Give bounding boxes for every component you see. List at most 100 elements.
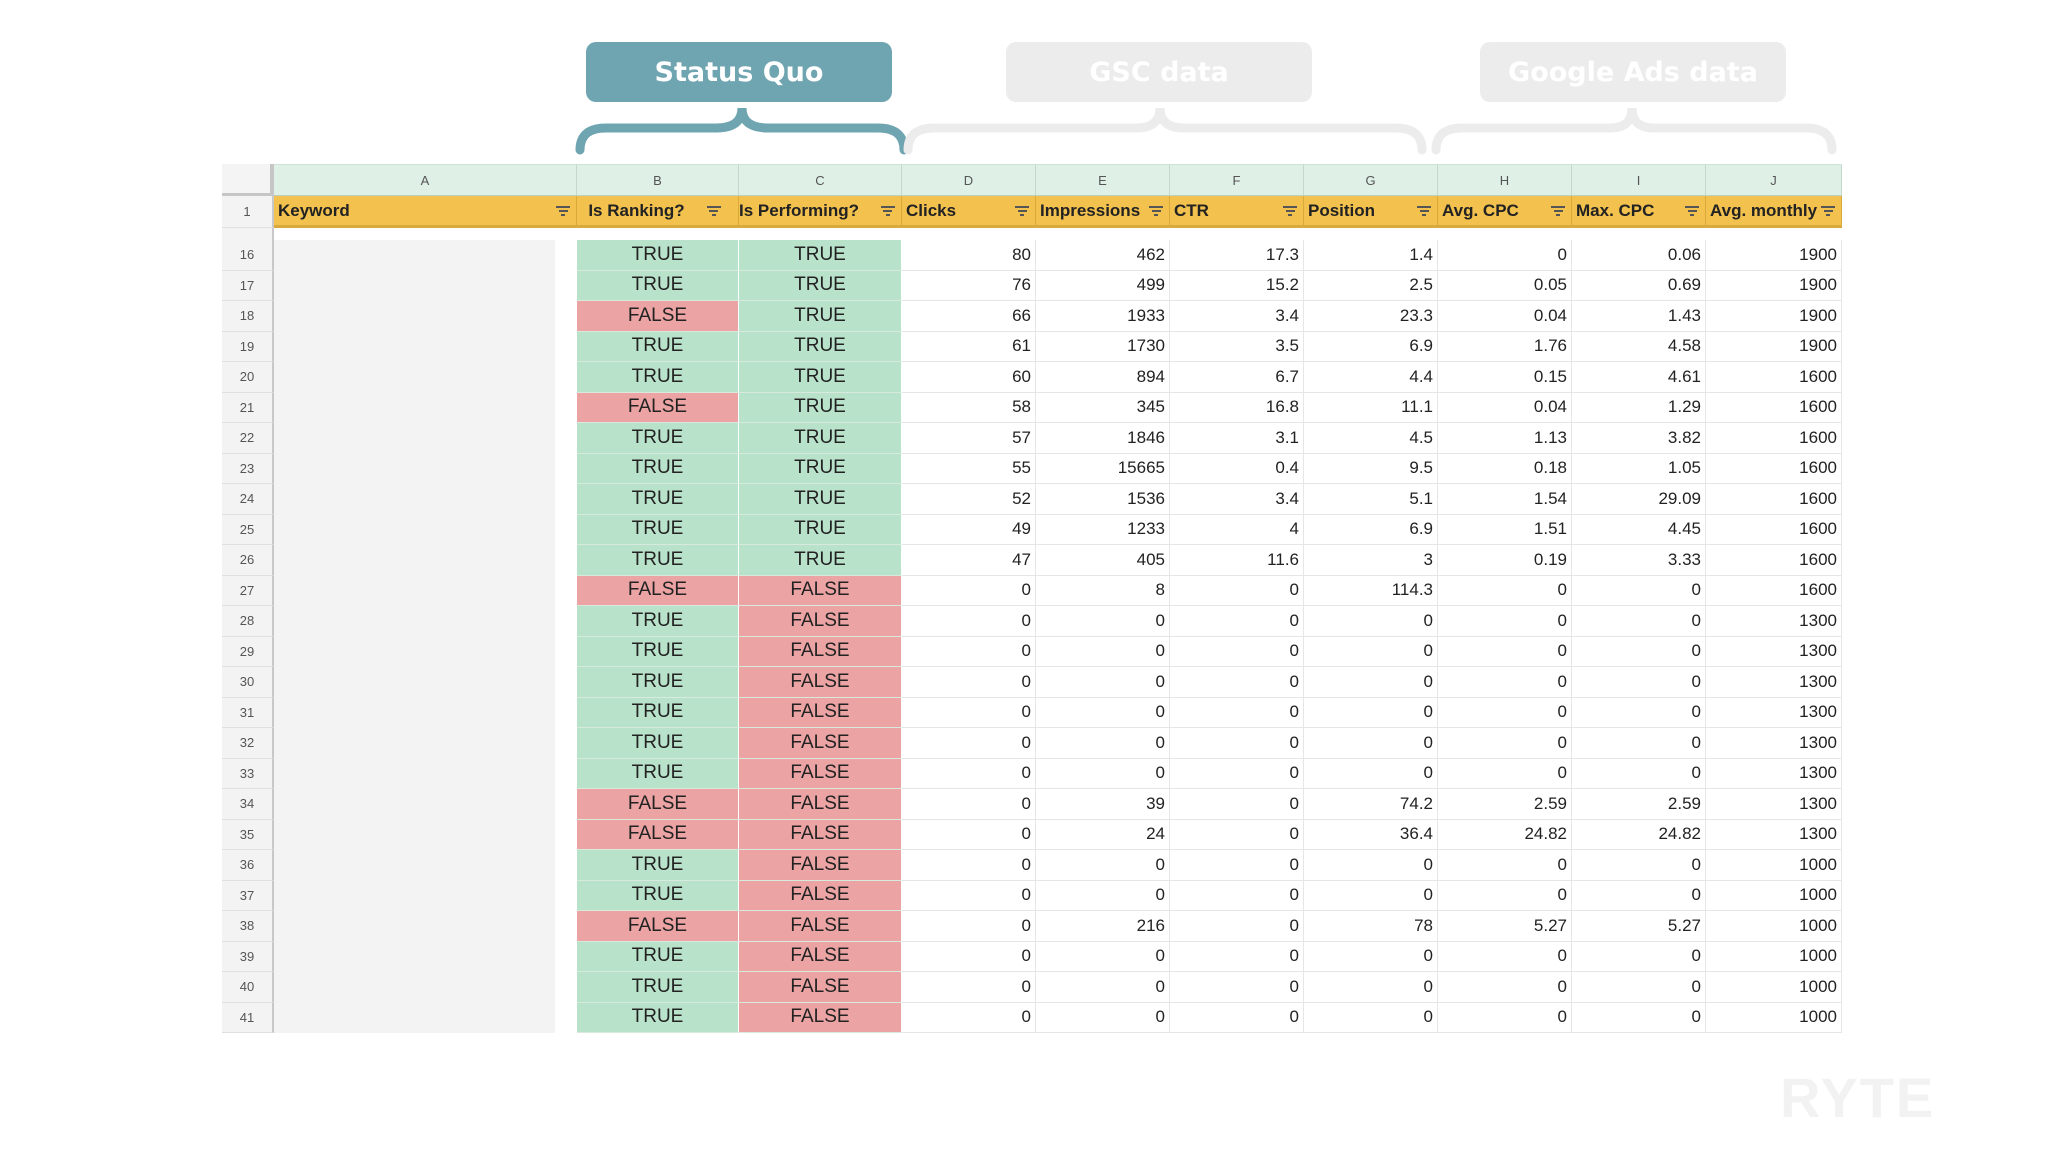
value-cell[interactable]: 0	[1572, 606, 1706, 637]
filter-icon[interactable]	[1417, 205, 1431, 217]
is-ranking-cell[interactable]: TRUE	[577, 880, 739, 911]
value-cell[interactable]: 39	[1036, 789, 1170, 820]
filter-icon[interactable]	[706, 205, 721, 217]
is-ranking-cell[interactable]: TRUE	[577, 850, 739, 881]
row-number[interactable]: 20	[222, 362, 274, 393]
value-cell[interactable]: 47	[902, 545, 1036, 576]
is-ranking-cell[interactable]: FALSE	[577, 819, 739, 850]
keyword-cell[interactable]	[274, 484, 577, 515]
value-cell[interactable]: 0	[902, 880, 1036, 911]
value-cell[interactable]: 11.6	[1170, 545, 1304, 576]
select-all-corner[interactable]	[222, 164, 274, 196]
header-cell[interactable]: Avg. CPC	[1438, 196, 1572, 228]
value-cell[interactable]: 1600	[1706, 545, 1842, 576]
value-cell[interactable]: 0	[1170, 1002, 1304, 1033]
value-cell[interactable]: 0.05	[1438, 270, 1572, 301]
value-cell[interactable]: 0	[1170, 667, 1304, 698]
value-cell[interactable]: 29.09	[1572, 484, 1706, 515]
value-cell[interactable]: 8	[1036, 575, 1170, 606]
filter-icon[interactable]	[880, 205, 895, 217]
value-cell[interactable]: 0	[1170, 758, 1304, 789]
header-cell[interactable]: Keyword	[274, 196, 577, 228]
value-cell[interactable]: 4.4	[1304, 362, 1438, 393]
is-performing-cell[interactable]: FALSE	[739, 850, 902, 881]
value-cell[interactable]: 1000	[1706, 972, 1842, 1003]
value-cell[interactable]: 1933	[1036, 301, 1170, 332]
value-cell[interactable]: 0	[1572, 1002, 1706, 1033]
keyword-cell[interactable]	[274, 728, 577, 759]
is-ranking-cell[interactable]: TRUE	[577, 636, 739, 667]
value-cell[interactable]: 3.4	[1170, 301, 1304, 332]
value-cell[interactable]: 0	[1438, 941, 1572, 972]
value-cell[interactable]: 1000	[1706, 850, 1842, 881]
is-ranking-cell[interactable]: TRUE	[577, 453, 739, 484]
value-cell[interactable]: 3.33	[1572, 545, 1706, 576]
value-cell[interactable]: 0	[1170, 606, 1304, 637]
is-ranking-cell[interactable]: TRUE	[577, 667, 739, 698]
is-performing-cell[interactable]: TRUE	[739, 331, 902, 362]
row-number[interactable]: 26	[222, 545, 274, 576]
is-performing-cell[interactable]: TRUE	[739, 545, 902, 576]
keyword-cell[interactable]	[274, 667, 577, 698]
value-cell[interactable]: 0	[1304, 758, 1438, 789]
value-cell[interactable]: 24.82	[1572, 819, 1706, 850]
column-header-e[interactable]: E	[1036, 164, 1170, 196]
value-cell[interactable]: 1900	[1706, 240, 1842, 271]
is-performing-cell[interactable]: FALSE	[739, 636, 902, 667]
value-cell[interactable]: 0	[1170, 697, 1304, 728]
is-ranking-cell[interactable]: FALSE	[577, 575, 739, 606]
value-cell[interactable]: 0	[1170, 789, 1304, 820]
value-cell[interactable]: 0	[1438, 575, 1572, 606]
value-cell[interactable]: 0	[902, 1002, 1036, 1033]
value-cell[interactable]: 0	[1170, 728, 1304, 759]
value-cell[interactable]: 0	[902, 789, 1036, 820]
value-cell[interactable]: 36.4	[1304, 819, 1438, 850]
value-cell[interactable]: 1.29	[1572, 392, 1706, 423]
value-cell[interactable]: 0	[1438, 850, 1572, 881]
row-number[interactable]: 19	[222, 331, 274, 362]
value-cell[interactable]: 5.27	[1438, 911, 1572, 942]
value-cell[interactable]: 3.1	[1170, 423, 1304, 454]
value-cell[interactable]: 0	[1036, 697, 1170, 728]
column-header-f[interactable]: F	[1170, 164, 1304, 196]
is-performing-cell[interactable]: FALSE	[739, 819, 902, 850]
value-cell[interactable]: 0	[1572, 972, 1706, 1003]
header-cell[interactable]: Position	[1304, 196, 1438, 228]
value-cell[interactable]: 1300	[1706, 606, 1842, 637]
is-ranking-cell[interactable]: FALSE	[577, 911, 739, 942]
value-cell[interactable]: 0	[1438, 606, 1572, 637]
value-cell[interactable]: 216	[1036, 911, 1170, 942]
is-ranking-cell[interactable]: TRUE	[577, 331, 739, 362]
value-cell[interactable]: 1.05	[1572, 453, 1706, 484]
value-cell[interactable]: 4	[1170, 514, 1304, 545]
keyword-cell[interactable]	[274, 697, 577, 728]
is-performing-cell[interactable]: FALSE	[739, 728, 902, 759]
keyword-cell[interactable]	[274, 880, 577, 911]
value-cell[interactable]: 1.51	[1438, 514, 1572, 545]
is-ranking-cell[interactable]: TRUE	[577, 362, 739, 393]
value-cell[interactable]: 1.76	[1438, 331, 1572, 362]
value-cell[interactable]: 11.1	[1304, 392, 1438, 423]
value-cell[interactable]: 0	[1036, 636, 1170, 667]
value-cell[interactable]: 58	[902, 392, 1036, 423]
keyword-cell[interactable]	[274, 545, 577, 576]
value-cell[interactable]: 17.3	[1170, 240, 1304, 271]
column-header-a[interactable]: A	[274, 164, 577, 196]
row-number[interactable]: 22	[222, 423, 274, 454]
value-cell[interactable]: 24.82	[1438, 819, 1572, 850]
keyword-cell[interactable]	[274, 606, 577, 637]
row-number[interactable]: 40	[222, 972, 274, 1003]
row-number[interactable]: 23	[222, 453, 274, 484]
is-performing-cell[interactable]: FALSE	[739, 911, 902, 942]
row-number[interactable]: 27	[222, 575, 274, 606]
value-cell[interactable]: 499	[1036, 270, 1170, 301]
value-cell[interactable]: 0	[1036, 880, 1170, 911]
is-performing-cell[interactable]: TRUE	[739, 453, 902, 484]
column-header-i[interactable]: I	[1572, 164, 1706, 196]
filter-icon[interactable]	[1149, 205, 1163, 217]
keyword-cell[interactable]	[274, 423, 577, 454]
is-performing-cell[interactable]: TRUE	[739, 423, 902, 454]
header-cell[interactable]: CTR	[1170, 196, 1304, 228]
is-performing-cell[interactable]: FALSE	[739, 575, 902, 606]
value-cell[interactable]: 0	[1304, 606, 1438, 637]
